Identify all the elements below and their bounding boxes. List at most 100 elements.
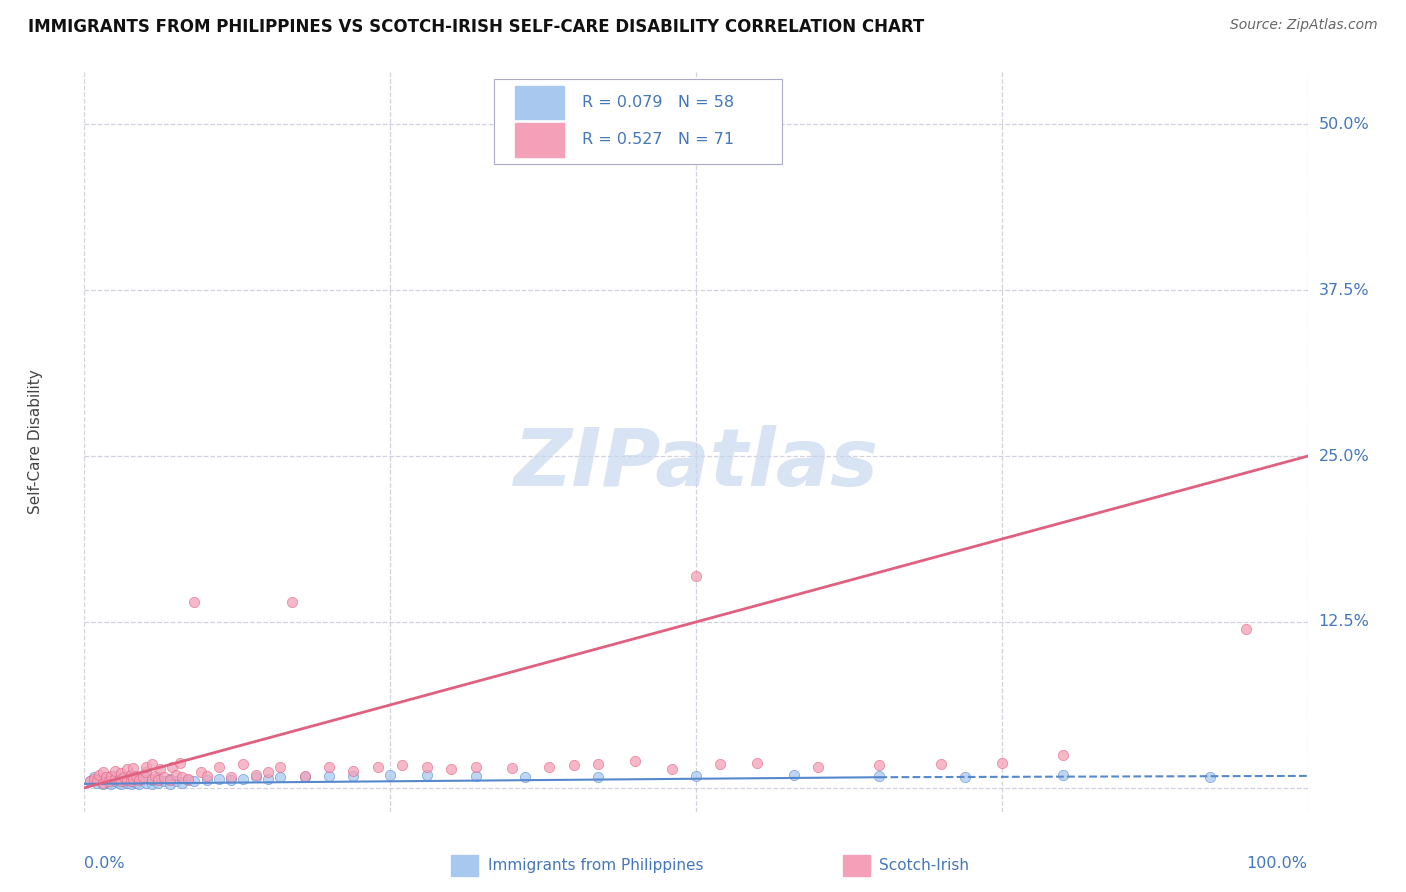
Point bbox=[869, 769, 891, 783]
Point bbox=[440, 762, 463, 776]
Point bbox=[747, 756, 769, 770]
Point bbox=[135, 764, 157, 779]
Point bbox=[120, 777, 142, 791]
Point bbox=[1198, 770, 1220, 784]
Point bbox=[91, 775, 114, 789]
Point bbox=[586, 756, 609, 771]
Point bbox=[128, 777, 150, 791]
Point bbox=[709, 756, 731, 771]
Point bbox=[257, 772, 280, 786]
Point bbox=[586, 770, 609, 784]
Point bbox=[107, 775, 129, 789]
Point bbox=[104, 769, 127, 783]
Point bbox=[104, 764, 127, 778]
Point bbox=[367, 759, 389, 773]
Text: Source: ZipAtlas.com: Source: ZipAtlas.com bbox=[1230, 18, 1378, 32]
Point bbox=[120, 774, 142, 789]
Point bbox=[294, 769, 316, 783]
Point bbox=[416, 767, 439, 781]
Point bbox=[281, 595, 304, 609]
Point bbox=[122, 769, 145, 783]
Point bbox=[219, 770, 242, 784]
Point bbox=[929, 756, 952, 771]
Point bbox=[115, 762, 138, 776]
Point bbox=[294, 770, 316, 784]
Point bbox=[86, 775, 108, 789]
Point bbox=[135, 770, 157, 784]
Point bbox=[122, 761, 145, 775]
Point bbox=[318, 759, 340, 773]
Point bbox=[83, 772, 105, 786]
Point bbox=[162, 759, 184, 773]
Bar bbox=[451, 855, 478, 876]
Text: Immigrants from Philippines: Immigrants from Philippines bbox=[488, 858, 703, 873]
Point bbox=[269, 770, 291, 784]
Point bbox=[149, 762, 172, 776]
Point bbox=[128, 772, 150, 787]
Point bbox=[195, 769, 218, 783]
Point bbox=[159, 772, 181, 786]
Point bbox=[104, 774, 127, 789]
FancyBboxPatch shape bbox=[494, 78, 782, 164]
Point bbox=[169, 756, 191, 770]
Text: 100.0%: 100.0% bbox=[1247, 856, 1308, 871]
Point bbox=[232, 756, 254, 771]
Point bbox=[513, 770, 536, 784]
Point bbox=[245, 770, 267, 784]
Point bbox=[128, 772, 150, 786]
Point bbox=[391, 758, 413, 772]
Point bbox=[1052, 767, 1074, 781]
Point bbox=[177, 772, 200, 786]
Point bbox=[661, 762, 683, 776]
Point bbox=[342, 769, 364, 783]
Point bbox=[165, 767, 187, 781]
Point bbox=[464, 759, 486, 773]
Text: IMMIGRANTS FROM PHILIPPINES VS SCOTCH-IRISH SELF-CARE DISABILITY CORRELATION CHA: IMMIGRANTS FROM PHILIPPINES VS SCOTCH-IR… bbox=[28, 18, 924, 36]
Point bbox=[624, 754, 647, 768]
Point bbox=[91, 764, 114, 779]
Point bbox=[172, 770, 194, 784]
Point bbox=[110, 774, 132, 789]
Point bbox=[122, 774, 145, 789]
Point bbox=[342, 764, 364, 778]
Point bbox=[132, 770, 155, 784]
Point bbox=[146, 770, 169, 784]
Point bbox=[318, 769, 340, 783]
Point bbox=[110, 772, 132, 786]
Text: R = 0.527   N = 71: R = 0.527 N = 71 bbox=[582, 132, 734, 147]
Point bbox=[141, 772, 163, 786]
Point bbox=[190, 764, 212, 779]
Point bbox=[380, 767, 402, 781]
Point bbox=[143, 769, 166, 783]
Point bbox=[104, 772, 127, 786]
Point bbox=[232, 772, 254, 786]
FancyBboxPatch shape bbox=[515, 123, 564, 156]
Point bbox=[91, 777, 114, 791]
Point bbox=[807, 759, 830, 773]
Text: 37.5%: 37.5% bbox=[1319, 283, 1369, 298]
Point bbox=[464, 769, 486, 783]
Point bbox=[107, 772, 129, 787]
FancyBboxPatch shape bbox=[515, 87, 564, 120]
Point bbox=[183, 774, 205, 789]
Point bbox=[115, 772, 138, 787]
Point bbox=[685, 769, 707, 783]
Point bbox=[110, 766, 132, 780]
Point bbox=[245, 767, 267, 781]
Point bbox=[115, 775, 138, 789]
Point bbox=[125, 769, 148, 783]
Text: 0.0%: 0.0% bbox=[84, 856, 125, 871]
Point bbox=[685, 568, 707, 582]
Point bbox=[159, 777, 181, 791]
Point bbox=[146, 775, 169, 789]
Point bbox=[120, 767, 142, 781]
Bar bbox=[842, 855, 870, 876]
Text: 25.0%: 25.0% bbox=[1319, 449, 1369, 464]
Text: R = 0.079   N = 58: R = 0.079 N = 58 bbox=[582, 95, 734, 111]
Point bbox=[1234, 622, 1257, 636]
Point bbox=[97, 775, 120, 789]
Text: Self-Care Disability: Self-Care Disability bbox=[28, 369, 44, 514]
Point bbox=[208, 772, 231, 786]
Point bbox=[110, 777, 132, 791]
Point bbox=[257, 764, 280, 779]
